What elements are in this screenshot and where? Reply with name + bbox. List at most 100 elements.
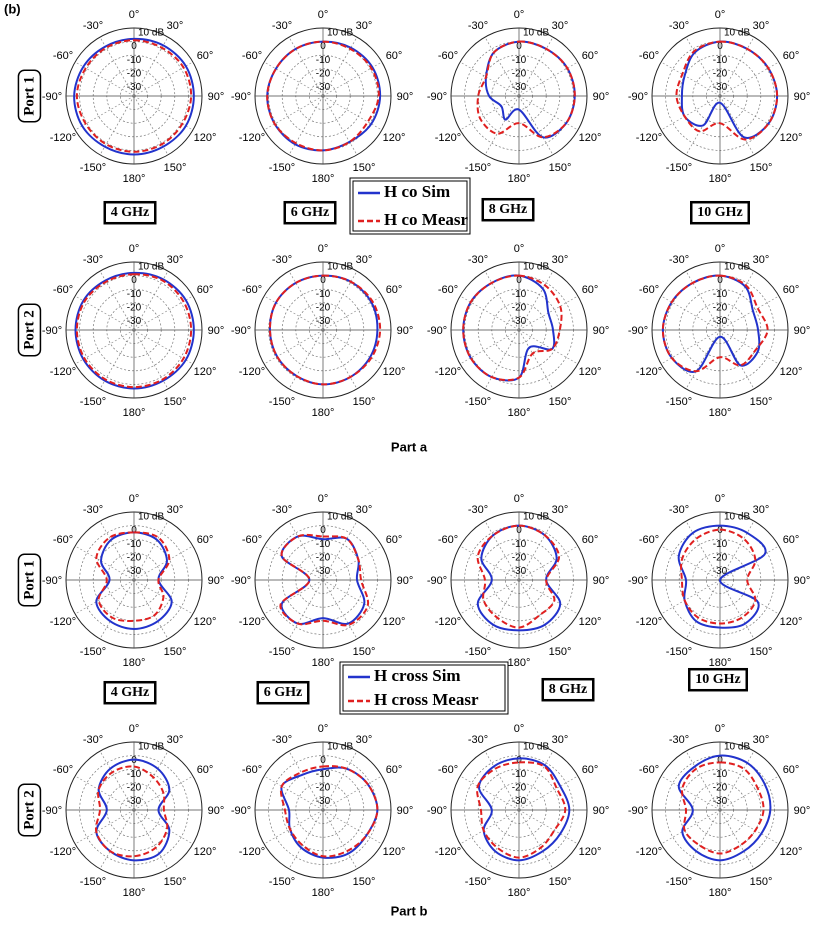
angle-label: -120° [239,366,265,378]
angle-label: 150° [353,876,376,888]
angle-label: -30° [83,504,103,516]
angle-label: -30° [468,734,488,746]
angle-label: -30° [83,254,103,266]
spoke [518,95,554,156]
r-tick-label: 10 dB [138,262,164,273]
spoke [719,520,755,581]
freq-label: 10 GHz [688,667,748,692]
angle-label: -30° [669,20,689,32]
angle-label: -60° [53,50,73,62]
angle-label: -120° [50,846,76,858]
measured-curve [476,40,576,139]
spoke [484,95,520,156]
r-tick-label: 10 dB [327,262,353,273]
freq-label: 10 GHz [690,200,750,225]
angle-label: -90° [42,91,62,103]
polar-chart: 10 dB0-10-20-300°30°60°90°120°150°180°-1… [628,243,810,419]
spoke [322,95,358,156]
label-text: 10 GHz [697,205,743,220]
angle-label: 150° [750,876,773,888]
polar-chart: 10 dB0-10-20-300°30°60°90°120°150°180°-1… [231,723,413,899]
angle-label: 0° [129,493,140,505]
label-box [283,200,337,225]
spoke [263,775,324,811]
angle-label: -120° [435,366,461,378]
angle-label: -60° [639,534,659,546]
angle-label: -90° [231,91,251,103]
label-box [17,69,42,123]
angle-label: 30° [552,20,569,32]
spoke [518,270,554,331]
freq-label: 6 GHz [283,200,337,225]
angle-label: -90° [427,91,447,103]
angle-label: 120° [780,132,803,144]
spoke [685,809,721,870]
label-text: 4 GHz [111,685,150,700]
spoke [484,270,520,331]
angle-label: -120° [50,132,76,144]
label-text: Port 2 [21,790,37,830]
spoke [719,295,780,331]
legend-label: H cross Measr [374,690,479,709]
sim-curve [477,757,571,862]
angle-label: 180° [508,173,531,185]
polar-chart: 10 dB0-10-20-300°30°60°90°120°150°180°-1… [231,493,413,669]
label-box [103,680,157,705]
angle-label: -150° [666,646,692,658]
angle-label: 120° [194,616,217,628]
spoke [518,750,554,811]
angle-label: 30° [167,20,184,32]
angle-label: -150° [80,876,106,888]
spoke [518,329,554,390]
angle-label: -90° [628,325,648,337]
angle-label: 120° [194,132,217,144]
spoke [484,36,520,97]
polar-chart: 10 dB0-10-20-300°30°60°90°120°150°180°-1… [427,723,609,899]
angle-label: -90° [427,325,447,337]
label-box [481,197,535,222]
angle-label: -30° [669,734,689,746]
angle-label: 180° [312,657,335,669]
spoke [133,809,194,845]
angle-label: 90° [208,325,225,337]
spoke [99,809,135,870]
angle-label: 90° [397,325,414,337]
angle-label: 120° [383,366,406,378]
legend: H cross Sim H cross Measr [339,661,509,715]
angle-label: 120° [579,616,602,628]
spoke [685,750,721,811]
row-label: Port 1 [17,69,42,123]
label-box [17,783,42,837]
label-text: 8 GHz [489,202,528,217]
angle-label: 150° [164,396,187,408]
angle-label: -30° [272,20,292,32]
label-text: 8 GHz [549,682,588,697]
sim-curve [677,524,767,629]
angle-label: -120° [636,132,662,144]
spoke [719,809,780,845]
spoke [660,579,721,615]
sim-curve [266,40,382,152]
angle-label: 120° [780,616,803,628]
r-tick-label: 10 dB [327,28,353,39]
angle-label: -30° [468,504,488,516]
angle-label: 180° [508,657,531,669]
angle-label: 90° [794,805,811,817]
angle-label: -120° [239,616,265,628]
measured-curve [266,40,380,152]
angle-label: -120° [239,846,265,858]
angle-label: 180° [312,407,335,419]
measured-curve [675,40,779,141]
angle-label: 150° [549,876,572,888]
measured-curve [661,274,769,373]
angle-label: 0° [318,723,329,735]
measured-curve [680,528,757,625]
measured-curve [680,761,765,855]
angle-label: -120° [435,846,461,858]
spoke [322,329,358,390]
spoke [484,579,520,640]
angle-label: 60° [386,284,403,296]
measured-curve [476,524,561,629]
angle-label: -60° [53,764,73,776]
angle-label: -90° [231,325,251,337]
